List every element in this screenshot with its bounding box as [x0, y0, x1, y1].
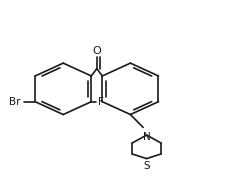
Text: O: O	[93, 46, 101, 56]
Text: N: N	[143, 132, 151, 142]
Text: S: S	[143, 161, 150, 171]
Text: Br: Br	[9, 97, 21, 107]
Text: F: F	[98, 97, 104, 107]
